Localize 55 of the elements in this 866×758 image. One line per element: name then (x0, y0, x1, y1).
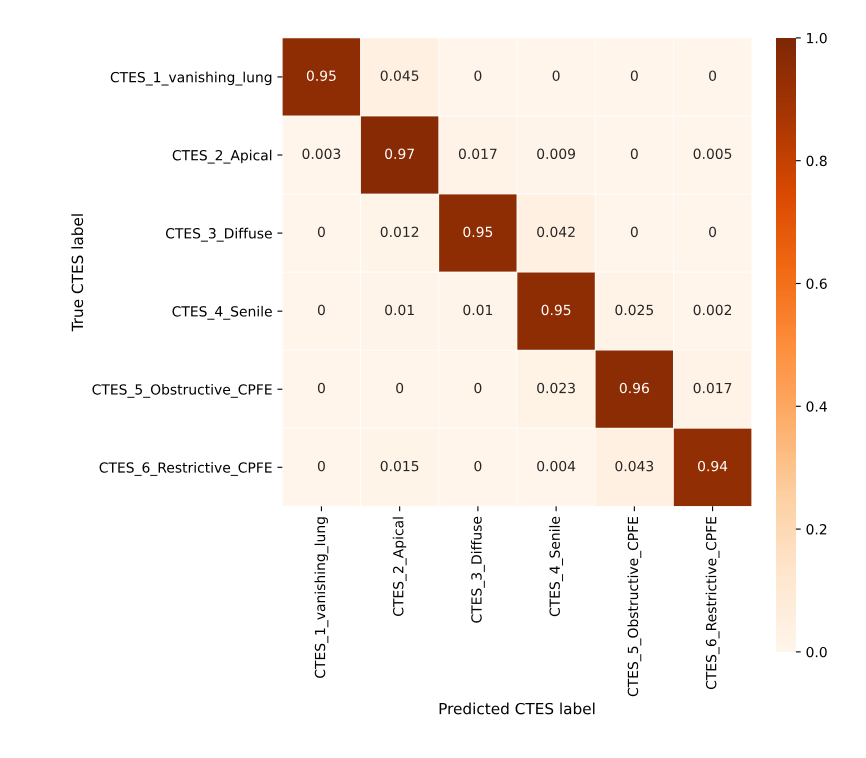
data-label: 0.97 (385, 148, 414, 160)
data-label: 0.95 (463, 226, 492, 238)
y-tick-label: CTES_1_vanishing_lung (110, 72, 272, 86)
data-label: 0.002 (694, 304, 732, 316)
y-tick-label: CTES_5_Obstructive_CPFE (92, 384, 272, 398)
y-tick-label: CTES_3_Diffuse (166, 228, 272, 242)
data-label: 0.005 (694, 148, 732, 160)
data-label: 0.015 (380, 460, 418, 472)
data-label: 0 (474, 460, 482, 472)
data-label: 0.01 (463, 304, 492, 316)
data-label: 0 (318, 226, 325, 238)
color-bar-label: 1.0 (807, 32, 827, 44)
data-label: 0 (630, 70, 638, 81)
color-bar-label: 0.6 (806, 278, 827, 289)
x-tick-label: CTES_3_Diffuse (470, 516, 485, 623)
y-tick-label: CTES_6_Restrictive_CPFE (100, 462, 272, 476)
data-label: 0 (474, 382, 482, 394)
x-tick-label: CTES_5_Obstructive_CPFE (627, 516, 642, 696)
data-label: 0.045 (380, 70, 418, 81)
data-label: 0 (630, 226, 638, 238)
data-label: 0.017 (694, 382, 732, 394)
data-label: 0.95 (306, 70, 336, 81)
data-label: 0.043 (615, 460, 654, 472)
x-tick-label: CTES_4_Senile (549, 516, 564, 616)
color-bar-label: 0.8 (806, 156, 827, 166)
data-label: 0 (709, 70, 716, 81)
data-label: 0 (318, 460, 325, 472)
x-axis-title: Predicted CTES label (440, 702, 594, 714)
data-label: 0.01 (385, 304, 414, 316)
data-label: 0 (709, 226, 716, 238)
data-label: 0 (318, 382, 325, 394)
color-bar-label: 0.2 (806, 524, 826, 535)
data-label: 0 (396, 382, 404, 394)
y-tick-label: CTES_4_Senile (172, 306, 272, 320)
data-label: 0.025 (615, 304, 654, 316)
y-axis-title: True CTES label (71, 214, 84, 332)
data-label: 0 (318, 304, 325, 316)
x-tick-label: CTES_6_Restrictive_CPFE (706, 516, 720, 690)
data-label: 0.96 (620, 382, 649, 394)
data-label: 0.017 (458, 148, 497, 160)
data-label: 0.94 (698, 460, 728, 472)
data-label: 0.012 (380, 226, 418, 238)
color-bar-label: 0.0 (806, 646, 827, 658)
data-label: 0.95 (542, 304, 570, 316)
data-label: 0.023 (537, 382, 575, 394)
x-tick-label: CTES_2_Apical (392, 517, 407, 616)
data-label: 0 (474, 70, 482, 81)
data-label: 0.042 (537, 226, 575, 238)
data-label: 0 (630, 148, 638, 160)
data-label: 0.003 (302, 148, 340, 160)
y-tick-label: CTES_2_Apical (172, 150, 272, 164)
data-label: 0.009 (537, 148, 576, 160)
data-label: 0.004 (537, 460, 576, 472)
data-label: 0 (552, 70, 560, 81)
color-bar-label: 0.4 (806, 401, 827, 412)
